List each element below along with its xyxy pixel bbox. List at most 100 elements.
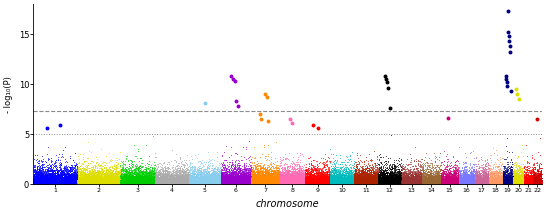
Point (269, 176, 277, 179)
Point (154, 181, 163, 184)
Point (358, 177, 367, 180)
Point (254, 179, 263, 182)
Point (351, 169, 359, 172)
Point (492, 181, 501, 184)
Point (412, 177, 421, 181)
Point (357, 170, 365, 173)
Point (413, 182, 422, 185)
Point (296, 180, 305, 183)
Point (105, 174, 114, 177)
Point (247, 177, 256, 181)
Point (194, 178, 203, 181)
Point (321, 177, 329, 180)
Point (489, 179, 497, 182)
Point (226, 180, 235, 183)
Point (417, 180, 426, 184)
Point (324, 176, 333, 180)
Point (347, 178, 356, 181)
Point (390, 182, 399, 186)
Point (307, 182, 316, 185)
Point (447, 182, 456, 186)
Point (140, 178, 149, 181)
Point (58, 180, 67, 183)
Point (425, 174, 434, 178)
Point (387, 167, 395, 170)
Point (228, 170, 236, 174)
Point (512, 170, 521, 173)
Point (134, 179, 143, 183)
Point (395, 178, 403, 182)
Point (80, 182, 89, 185)
Point (450, 177, 459, 181)
Point (186, 181, 194, 185)
Point (74, 181, 82, 185)
Point (96, 181, 105, 184)
Point (227, 181, 236, 185)
Point (87, 181, 96, 184)
Point (266, 182, 275, 185)
Point (199, 181, 207, 184)
Point (259, 178, 268, 182)
Point (119, 182, 128, 185)
Point (49, 182, 57, 186)
Point (288, 181, 296, 184)
Point (253, 182, 262, 185)
Point (151, 178, 160, 182)
Point (523, 179, 532, 182)
Point (228, 180, 237, 183)
Point (216, 178, 225, 182)
Point (123, 174, 132, 178)
Point (323, 179, 331, 183)
Point (259, 178, 268, 181)
Point (214, 173, 223, 176)
Point (402, 180, 411, 184)
Point (70, 177, 79, 180)
Point (152, 174, 161, 178)
Point (255, 181, 264, 185)
Point (227, 180, 236, 183)
Point (370, 181, 379, 185)
Point (415, 171, 424, 174)
Point (110, 175, 119, 178)
Point (302, 175, 311, 178)
Point (66, 180, 75, 184)
Point (438, 181, 447, 184)
Point (141, 179, 150, 183)
Point (302, 177, 311, 180)
Point (250, 181, 258, 185)
Point (483, 180, 491, 184)
Point (168, 181, 176, 184)
Point (57, 182, 66, 186)
Point (525, 182, 533, 185)
Point (450, 182, 459, 186)
Point (523, 182, 531, 186)
Point (222, 176, 230, 179)
Point (443, 181, 452, 184)
Point (441, 181, 449, 184)
Point (164, 182, 173, 185)
Point (136, 181, 145, 184)
Point (56, 181, 64, 185)
Point (39, 176, 48, 180)
Point (375, 182, 383, 186)
Point (251, 174, 259, 177)
Point (467, 181, 476, 184)
Point (277, 174, 286, 178)
Point (521, 181, 530, 185)
Point (461, 174, 470, 177)
Point (81, 181, 90, 185)
Point (81, 180, 90, 183)
Point (229, 182, 238, 185)
Point (348, 178, 357, 182)
Point (93, 177, 102, 180)
Point (330, 180, 339, 183)
Point (278, 182, 287, 185)
Point (246, 180, 254, 184)
Point (324, 179, 333, 183)
Point (136, 178, 145, 182)
Point (62, 181, 70, 185)
Point (62, 182, 71, 186)
Point (116, 180, 125, 183)
Point (286, 182, 294, 186)
Point (70, 179, 79, 182)
